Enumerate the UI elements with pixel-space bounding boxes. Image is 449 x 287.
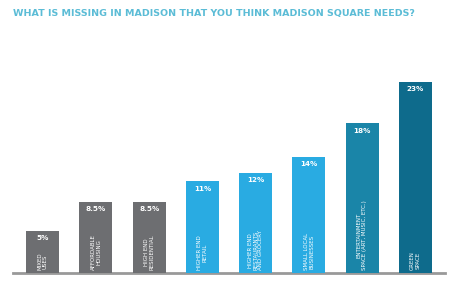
Text: 14%: 14%: [300, 161, 317, 167]
Bar: [239, 173, 272, 273]
Text: 18%: 18%: [353, 127, 371, 133]
Bar: [132, 202, 166, 273]
Text: HIGHER END
RETAIL: HIGHER END RETAIL: [197, 235, 207, 270]
Text: HIGH END
RESIDENTIAL: HIGH END RESIDENTIAL: [144, 234, 154, 270]
Text: MIXED
USES: MIXED USES: [38, 253, 48, 270]
Text: HIGHER END
RESTAURANTS
AND GROCERY: HIGHER END RESTAURANTS AND GROCERY: [248, 230, 264, 270]
Text: 11%: 11%: [194, 186, 211, 192]
Text: SMALL LOCAL
BUSINESSES: SMALL LOCAL BUSINESSES: [304, 233, 314, 270]
Bar: [292, 157, 326, 273]
Text: 23%: 23%: [407, 86, 424, 92]
Text: 8.5%: 8.5%: [139, 206, 159, 212]
Text: GREEN
SPACE: GREEN SPACE: [410, 251, 420, 270]
Bar: [346, 123, 379, 273]
Bar: [79, 202, 112, 273]
Text: 8.5%: 8.5%: [86, 206, 106, 212]
Text: WHAT IS MISSING IN MADISON THAT YOU THINK MADISON SQUARE NEEDS?: WHAT IS MISSING IN MADISON THAT YOU THIN…: [13, 9, 415, 18]
Text: AFFORDABLE
HOUSING: AFFORDABLE HOUSING: [91, 234, 101, 270]
Bar: [186, 181, 219, 273]
Bar: [399, 82, 432, 273]
Text: 12%: 12%: [247, 177, 264, 183]
Text: 5%: 5%: [36, 235, 49, 241]
Bar: [26, 231, 59, 273]
Text: ENTERTAINMENT
SPACE (ART, MUSIC, ETC.): ENTERTAINMENT SPACE (ART, MUSIC, ETC.): [357, 200, 367, 270]
